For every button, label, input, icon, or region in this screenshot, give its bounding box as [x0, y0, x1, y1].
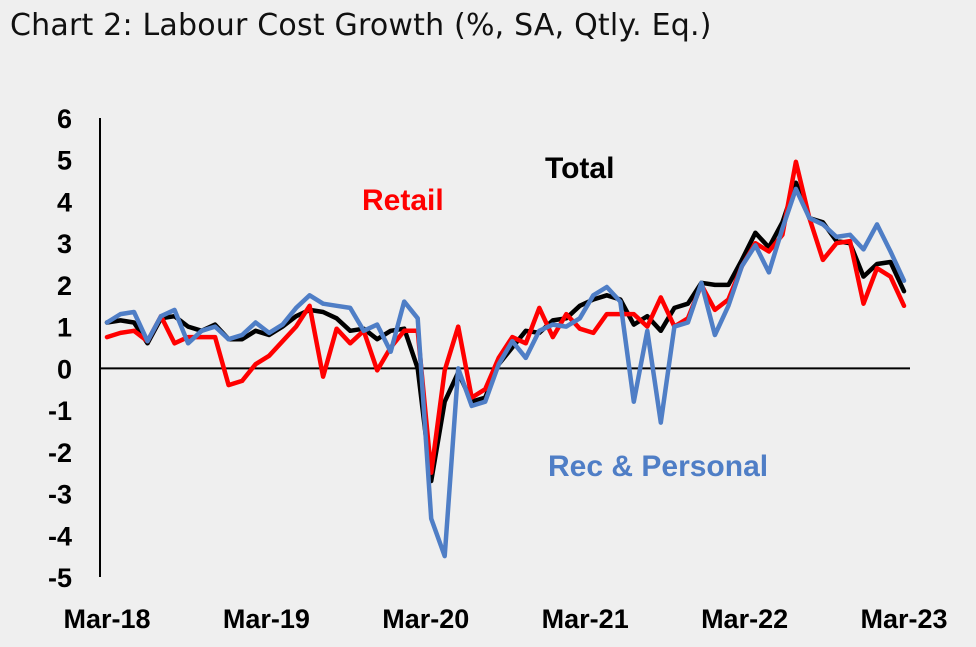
y-tick-label: 6: [57, 104, 72, 134]
y-tick-label: -3: [48, 480, 72, 510]
y-tick-label: -5: [48, 563, 72, 593]
y-tick-label: -2: [48, 438, 72, 468]
y-tick-label: -1: [48, 396, 72, 426]
x-tick-label: Mar-20: [382, 604, 469, 634]
y-tick-label: 4: [57, 187, 72, 217]
y-tick-label: 3: [57, 229, 72, 259]
x-tick-label: Mar-22: [701, 604, 788, 634]
y-tick-label: 5: [57, 146, 72, 176]
annotation-label: Retail: [362, 184, 444, 217]
y-tick-label: 1: [57, 313, 72, 343]
series-line-2: [104, 186, 907, 559]
x-tick-label: Mar-19: [223, 604, 310, 634]
series-line-1: [104, 159, 907, 475]
annotation-label: Total: [545, 152, 614, 185]
y-tick-label: 2: [57, 271, 72, 301]
y-tick-label: -4: [48, 521, 72, 551]
chart-title: Chart 2: Labour Cost Growth (%, SA, Qtly…: [10, 8, 712, 43]
x-tick-label: Mar-18: [63, 604, 150, 634]
x-tick-label: Mar-21: [542, 604, 629, 634]
annotation-label: Rec & Personal: [548, 450, 768, 483]
y-tick-label: 0: [57, 354, 72, 384]
x-tick-label: Mar-23: [860, 604, 947, 634]
